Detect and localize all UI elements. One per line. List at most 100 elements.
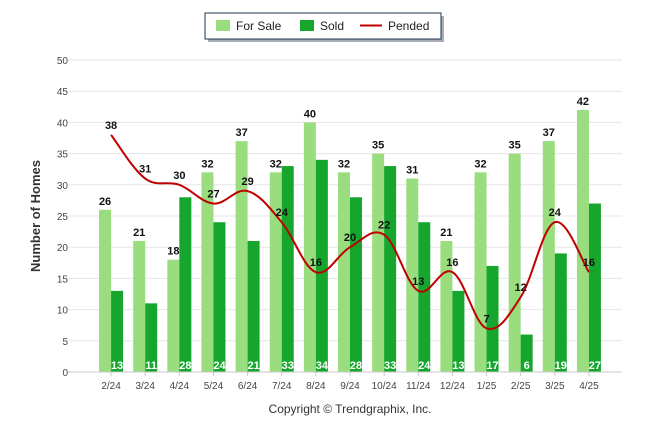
data-label-sold: 27 (589, 360, 601, 372)
data-label-for-sale: 35 (372, 140, 384, 152)
bar-sold (452, 290, 465, 372)
pended-line (110, 134, 590, 331)
bar-for-sale (99, 209, 112, 372)
data-label-pended: 24 (549, 207, 562, 219)
data-label-sold: 33 (282, 360, 294, 372)
data-label-sold: 28 (179, 360, 191, 372)
x-tick-label: 1/25 (477, 381, 497, 392)
data-label-sold: 24 (418, 360, 431, 372)
bar-sold (247, 240, 260, 372)
y-tick-label: 25 (57, 212, 69, 223)
bar-for-sale (338, 172, 350, 372)
pended-line-layer (110, 134, 590, 331)
bar-sold (179, 197, 192, 372)
data-label-pended: 27 (207, 189, 219, 201)
data-label-sold: 19 (555, 360, 567, 372)
data-label-pended: 16 (310, 257, 322, 269)
x-tick-label: 2/25 (511, 381, 531, 392)
bar-sold (384, 166, 397, 372)
x-tick-label: 6/24 (238, 381, 258, 392)
bar-sold (418, 222, 431, 372)
x-tick-label: 11/24 (406, 381, 431, 392)
y-tick-label: 35 (57, 150, 69, 161)
data-label-for-sale: 37 (543, 127, 555, 139)
bar-sold (486, 265, 499, 372)
bar-for-sale (542, 141, 555, 372)
x-tick-label: 4/25 (579, 381, 599, 392)
data-label-for-sale: 26 (99, 196, 111, 208)
legend-box (204, 12, 442, 40)
bar-sold (350, 197, 362, 372)
data-label-for-sale: 32 (270, 158, 282, 170)
data-label-pended: 16 (583, 257, 595, 269)
data-label-for-sale: 40 (304, 108, 316, 120)
y-tick-label: 0 (62, 368, 68, 379)
x-tick-label: 5/24 (204, 381, 224, 392)
y-tick-label: 45 (57, 87, 69, 98)
bar-for-sale (474, 172, 487, 372)
data-label-for-sale: 32 (201, 158, 213, 170)
data-label-sold: 28 (350, 360, 362, 372)
data-label-for-sale: 31 (406, 165, 418, 177)
legend-swatch-for-sale (216, 20, 230, 31)
bar-for-sale (269, 172, 282, 372)
bar-for-sale (406, 178, 419, 372)
data-label-pended: 29 (241, 176, 253, 188)
bar-sold (145, 303, 158, 372)
data-label-pended: 13 (412, 276, 424, 288)
data-label-sold: 13 (452, 360, 464, 372)
x-tick-label: 10/24 (372, 381, 397, 392)
data-label-sold: 13 (111, 360, 123, 372)
x-tick-label: 7/24 (272, 381, 292, 392)
data-label-sold: 24 (213, 360, 226, 372)
y-tick-label: 40 (57, 118, 69, 129)
data-label-for-sale: 35 (509, 140, 521, 152)
data-label-pended: 7 (483, 313, 489, 325)
y-tick-label: 15 (57, 274, 69, 285)
data-labels: 26 21 18 32 37 32 40 32 35 31 21 32 35 37 42 13 11 28 24 21… (99, 96, 601, 372)
data-label-for-sale: 18 (167, 246, 179, 258)
y-tick-label: 5 (62, 337, 68, 348)
bar-for-sale (201, 172, 214, 372)
y-tick-label: 50 (57, 56, 69, 67)
bar-for-sale (167, 259, 180, 372)
bar-for-sale (133, 240, 146, 372)
bar-sold (315, 159, 328, 372)
data-label-sold: 34 (316, 360, 329, 372)
data-label-pended: 22 (378, 220, 390, 232)
bar-sold (213, 222, 226, 372)
bar-sold (554, 253, 567, 372)
data-label-sold: 33 (384, 360, 396, 372)
data-label-pended: 30 (173, 170, 185, 182)
legend-label-for-sale: For Sale (236, 19, 282, 33)
data-label-pended: 31 (139, 164, 151, 176)
x-tick-label: 3/25 (545, 381, 565, 392)
data-label-sold: 21 (247, 360, 259, 372)
y-tick-label: 30 (57, 181, 69, 192)
bar-for-sale (508, 153, 521, 372)
bar-for-sale (372, 153, 385, 372)
data-label-pended: 38 (105, 120, 117, 132)
data-label-sold: 11 (145, 360, 157, 372)
x-tick-label: 2/24 (101, 381, 121, 392)
data-label-for-sale: 32 (338, 158, 350, 170)
y-tick-label: 20 (57, 243, 69, 254)
bar-sold (588, 203, 601, 372)
data-label-pended: 12 (515, 282, 527, 294)
data-label-for-sale: 21 (440, 227, 452, 239)
bar-sold (281, 166, 294, 372)
data-label-for-sale: 32 (474, 158, 486, 170)
y-axis-ticks: 0 5 10 15 20 25 30 35 40 45 50 (57, 56, 69, 379)
x-tick-label: 9/24 (340, 381, 360, 392)
x-tick-label: 4/24 (170, 381, 190, 392)
data-label-pended: 16 (446, 257, 458, 269)
y-tick-label: 10 (57, 306, 69, 317)
copyright-text: Copyright © Trendgraphix, Inc. (269, 402, 432, 416)
legend-label-sold: Sold (320, 19, 344, 33)
bars (99, 109, 601, 373)
bar-for-sale (303, 122, 316, 373)
bar-sold (520, 334, 533, 372)
legend: For Sale Sold Pended (204, 12, 444, 42)
